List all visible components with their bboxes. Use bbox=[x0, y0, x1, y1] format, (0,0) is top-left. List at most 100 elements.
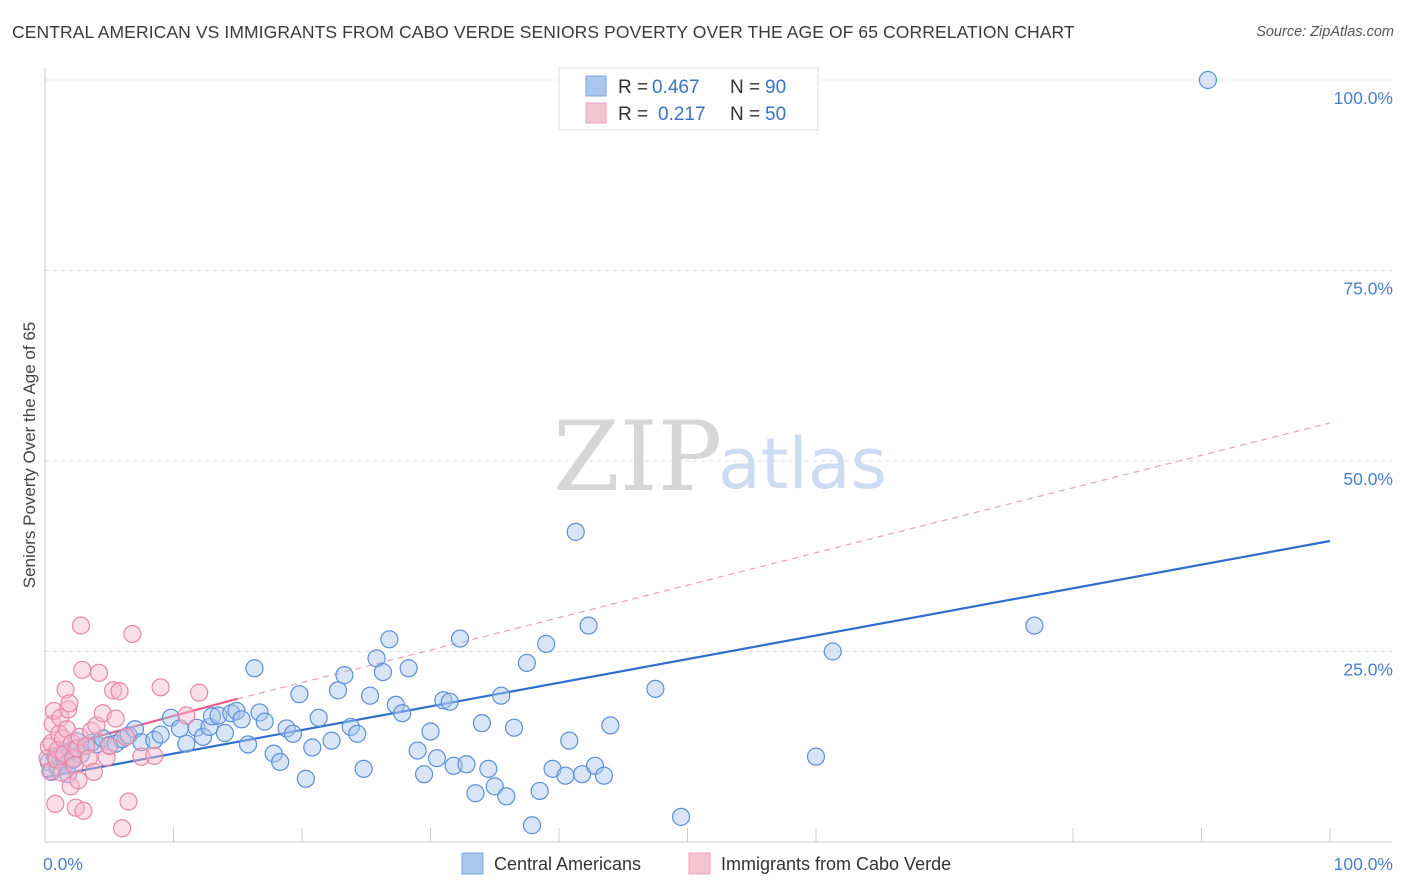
legend-swatch-pink bbox=[585, 102, 607, 124]
point-central-americans-46 bbox=[303, 738, 322, 757]
x-tick-label-1: 100.0% bbox=[1334, 854, 1393, 874]
legend-box: R = 0.467 N = 90 R = 0.217 N = 50 bbox=[558, 67, 819, 131]
point-central-americans-54 bbox=[361, 686, 380, 705]
point-central-americans-92 bbox=[806, 747, 826, 766]
trend-lines bbox=[44, 422, 1331, 779]
bottom-legend-central-americans: Central Americans bbox=[494, 854, 641, 874]
x-tick-label-0: 0.0% bbox=[43, 854, 83, 874]
point-cabo-verde-46 bbox=[145, 746, 164, 765]
tick-labels: 25.0% 50.0% 75.0% 100.0% 0.0% 100.0% bbox=[43, 88, 1393, 874]
y-tick-label-2: 75.0% bbox=[1343, 279, 1393, 299]
point-cabo-verde-31 bbox=[82, 721, 101, 740]
point-cabo-verde-25 bbox=[70, 727, 89, 746]
point-central-americans-49 bbox=[328, 681, 348, 700]
point-central-americans-37 bbox=[245, 659, 264, 678]
point-central-americans-62 bbox=[414, 765, 434, 784]
point-cabo-verde-14 bbox=[56, 680, 75, 699]
point-central-americans-26 bbox=[177, 734, 196, 753]
point-cabo-verde-5 bbox=[44, 701, 64, 721]
trend-line-cabo-verde-extended bbox=[237, 422, 1331, 700]
point-cabo-verde-41 bbox=[112, 819, 132, 838]
bottom-legend-swatch-pink bbox=[688, 852, 711, 875]
point-cabo-verde-42 bbox=[116, 727, 136, 746]
point-cabo-verde-28 bbox=[74, 801, 93, 820]
point-central-americans-69 bbox=[457, 755, 476, 774]
legend-r-label-2: R = bbox=[618, 104, 648, 125]
series-central-americans bbox=[39, 70, 1218, 835]
point-central-americans-32 bbox=[215, 723, 234, 743]
point-central-americans-72 bbox=[479, 759, 498, 778]
point-central-americans-52 bbox=[348, 724, 367, 743]
legend-swatch-blue bbox=[585, 75, 607, 97]
point-central-americans-48 bbox=[322, 731, 341, 750]
point-central-americans-43 bbox=[283, 724, 303, 743]
point-cabo-verde-34 bbox=[89, 663, 109, 682]
point-central-americans-93 bbox=[823, 642, 842, 661]
point-central-americans-23 bbox=[151, 725, 170, 744]
point-central-americans-82 bbox=[556, 766, 575, 785]
point-cabo-verde-24 bbox=[69, 771, 88, 790]
point-central-americans-27 bbox=[187, 718, 206, 737]
legend-r-label-1: R = bbox=[618, 77, 648, 98]
point-central-americans-70 bbox=[466, 784, 485, 803]
y-axis-label: Seniors Poverty Over the Age of 65 bbox=[20, 322, 39, 588]
point-central-americans-94 bbox=[1025, 616, 1044, 635]
legend-n-value-1: 90 bbox=[765, 77, 786, 98]
axes bbox=[44, 68, 1392, 843]
point-central-americans-85 bbox=[573, 765, 592, 784]
point-central-americans-90 bbox=[646, 679, 665, 698]
point-cabo-verde-17 bbox=[60, 694, 79, 713]
point-cabo-verde-3 bbox=[42, 733, 61, 753]
point-cabo-verde-37 bbox=[100, 736, 119, 756]
watermark: ZIP atlas bbox=[553, 401, 887, 513]
legend-n-value-2: 50 bbox=[765, 104, 786, 125]
point-cabo-verde-30 bbox=[79, 749, 98, 768]
point-cabo-verde-44 bbox=[123, 624, 142, 644]
point-central-americans-87 bbox=[585, 756, 605, 775]
point-central-americans-51 bbox=[341, 717, 360, 737]
point-central-americans-61 bbox=[408, 741, 427, 760]
point-central-americans-53 bbox=[354, 759, 373, 778]
source-label: Source: ZipAtlas.com bbox=[1256, 24, 1394, 40]
point-cabo-verde-20 bbox=[64, 749, 83, 768]
watermark-zip: ZIP bbox=[553, 401, 722, 513]
point-cabo-verde-49 bbox=[190, 683, 209, 702]
point-cabo-verde-38 bbox=[104, 681, 123, 700]
point-central-americans-66 bbox=[440, 692, 459, 711]
point-central-americans-56 bbox=[373, 662, 393, 682]
trend-line-central-americans bbox=[44, 539, 1331, 779]
legend-n-label-1: N = bbox=[730, 77, 760, 98]
point-central-americans-95 bbox=[1198, 70, 1218, 90]
point-central-americans-83 bbox=[560, 731, 579, 750]
point-central-americans-41 bbox=[271, 752, 290, 772]
point-central-americans-74 bbox=[492, 686, 511, 705]
point-cabo-verde-6 bbox=[46, 794, 65, 814]
point-central-americans-68 bbox=[450, 629, 470, 648]
point-central-americans-76 bbox=[504, 718, 524, 737]
point-central-americans-60 bbox=[399, 659, 418, 678]
point-central-americans-75 bbox=[497, 787, 516, 806]
point-central-americans-63 bbox=[421, 722, 440, 741]
trend-line-cabo-verde bbox=[44, 697, 239, 752]
point-central-americans-28 bbox=[193, 727, 213, 746]
point-cabo-verde-40 bbox=[110, 682, 129, 701]
bottom-legend: Central Americans Immigrants from Cabo V… bbox=[461, 852, 951, 875]
point-cabo-verde-26 bbox=[71, 616, 91, 635]
point-central-americans-35 bbox=[232, 710, 251, 729]
point-cabo-verde-45 bbox=[132, 747, 151, 766]
point-cabo-verde-36 bbox=[97, 748, 116, 767]
grid-lines bbox=[45, 79, 1392, 652]
point-central-americans-50 bbox=[335, 666, 354, 685]
point-cabo-verde-47 bbox=[151, 678, 170, 697]
point-central-americans-59 bbox=[393, 704, 412, 723]
point-cabo-verde-2 bbox=[41, 762, 60, 781]
point-central-americans-47 bbox=[309, 708, 328, 727]
point-central-americans-30 bbox=[202, 707, 222, 726]
point-cabo-verde-39 bbox=[106, 709, 125, 728]
point-central-americans-88 bbox=[594, 766, 614, 785]
point-cabo-verde-27 bbox=[73, 660, 92, 679]
point-central-americans-79 bbox=[530, 781, 549, 801]
point-cabo-verde-48 bbox=[177, 706, 196, 725]
point-central-americans-71 bbox=[472, 714, 491, 733]
